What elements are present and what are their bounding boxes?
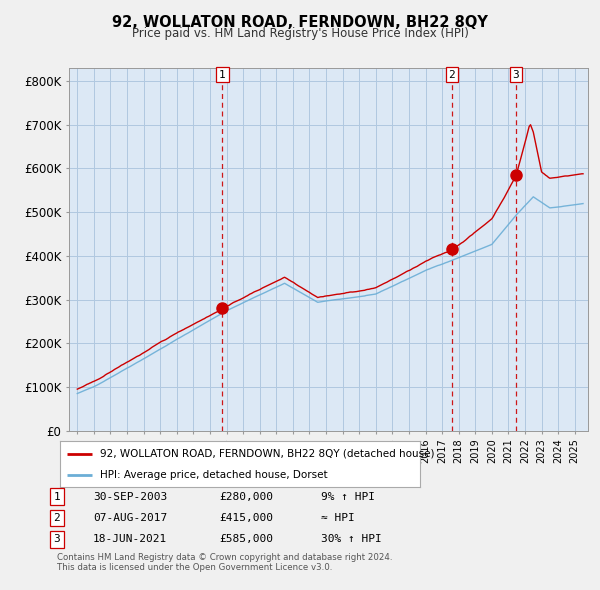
- Text: 92, WOLLATON ROAD, FERNDOWN, BH22 8QY (detached house): 92, WOLLATON ROAD, FERNDOWN, BH22 8QY (d…: [100, 448, 434, 458]
- Text: Price paid vs. HM Land Registry's House Price Index (HPI): Price paid vs. HM Land Registry's House …: [131, 27, 469, 40]
- Text: 2: 2: [448, 70, 455, 80]
- Text: 3: 3: [53, 535, 61, 544]
- Text: 3: 3: [512, 70, 520, 80]
- Text: 30% ↑ HPI: 30% ↑ HPI: [321, 535, 382, 544]
- Text: 30-SEP-2003: 30-SEP-2003: [93, 492, 167, 502]
- Text: This data is licensed under the Open Government Licence v3.0.: This data is licensed under the Open Gov…: [57, 563, 332, 572]
- Text: 1: 1: [219, 70, 226, 80]
- Text: £585,000: £585,000: [219, 535, 273, 544]
- Text: 1: 1: [53, 492, 61, 502]
- Text: 07-AUG-2017: 07-AUG-2017: [93, 513, 167, 523]
- Text: Contains HM Land Registry data © Crown copyright and database right 2024.: Contains HM Land Registry data © Crown c…: [57, 553, 392, 562]
- Text: 2: 2: [53, 513, 61, 523]
- Text: 92, WOLLATON ROAD, FERNDOWN, BH22 8QY: 92, WOLLATON ROAD, FERNDOWN, BH22 8QY: [112, 15, 488, 30]
- Text: 18-JUN-2021: 18-JUN-2021: [93, 535, 167, 544]
- Text: ≈ HPI: ≈ HPI: [321, 513, 355, 523]
- Text: £280,000: £280,000: [219, 492, 273, 502]
- Text: 9% ↑ HPI: 9% ↑ HPI: [321, 492, 375, 502]
- Text: £415,000: £415,000: [219, 513, 273, 523]
- Text: HPI: Average price, detached house, Dorset: HPI: Average price, detached house, Dors…: [100, 470, 327, 480]
